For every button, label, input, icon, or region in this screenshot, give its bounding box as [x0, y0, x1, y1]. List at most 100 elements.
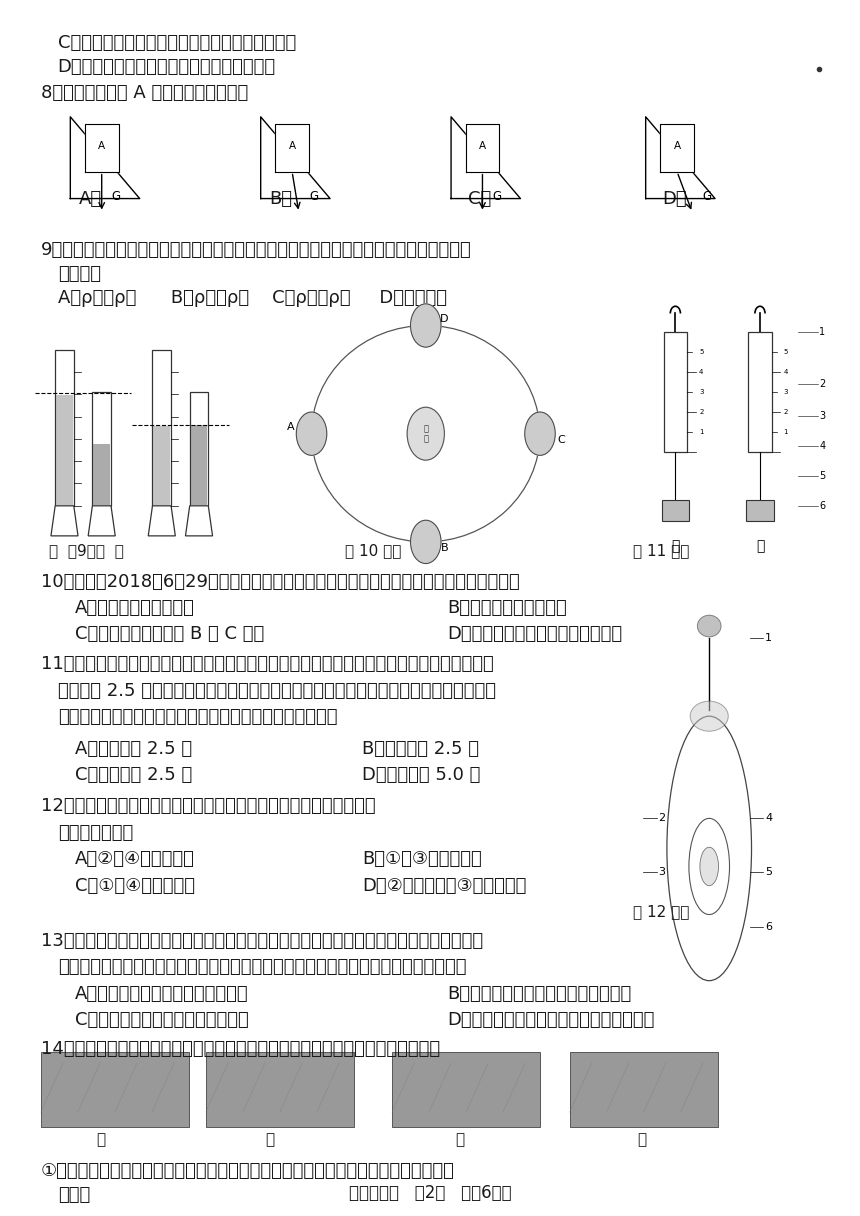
Text: A．ρ甲＜ρ乙      B．ρ甲＝ρ乙    C．ρ甲＞ρ乙     D．无法比较: A．ρ甲＜ρ乙 B．ρ甲＝ρ乙 C．ρ甲＞ρ乙 D．无法比较 [58, 289, 446, 306]
Text: C．刷脸机的镜头相当于一个平面镜: C．刷脸机的镜头相当于一个平面镜 [75, 1012, 249, 1029]
Text: 5: 5 [820, 471, 826, 480]
Text: C．①和④结合的过程: C．①和④结合的过程 [75, 877, 194, 895]
Text: 5: 5 [783, 349, 788, 355]
Text: 1: 1 [765, 634, 772, 643]
Text: C．一定小于 2.5 牛: C．一定小于 2.5 牛 [75, 766, 192, 784]
Ellipse shape [700, 848, 718, 885]
Polygon shape [275, 124, 309, 171]
Polygon shape [89, 506, 115, 536]
Text: 5: 5 [699, 349, 703, 355]
Text: 1: 1 [820, 327, 826, 337]
Text: 第 11 题图: 第 11 题图 [633, 542, 690, 558]
Bar [152, 349, 171, 506]
Text: 1: 1 [783, 429, 788, 434]
Text: 5: 5 [765, 867, 772, 878]
Text: 4: 4 [783, 368, 788, 375]
Text: A．: A． [79, 190, 102, 208]
Text: 小关系是: 小关系是 [58, 265, 101, 283]
Text: C．: C． [468, 190, 491, 208]
Text: 3: 3 [659, 867, 666, 878]
Text: C．月球上有氧气，宇宙员在月球上可以自由呼吸: C．月球上有氧气，宇宙员在月球上可以自由呼吸 [58, 34, 296, 52]
Bar [190, 392, 208, 506]
Text: 2: 2 [820, 379, 826, 389]
Circle shape [525, 412, 556, 455]
Text: A．刷脸机的镜头相当于一个凸透镜: A．刷脸机的镜头相当于一个凸透镜 [75, 985, 249, 1003]
Text: D．人脸通过刷脸机的镜头成的是放大的像: D．人脸通过刷脸机的镜头成的是放大的像 [447, 1012, 654, 1029]
Text: A．一定大于 2.5 牛: A．一定大于 2.5 牛 [75, 739, 192, 758]
Bar [55, 349, 74, 506]
Text: D．一定等于 5.0 牛: D．一定等于 5.0 牛 [362, 766, 481, 784]
Text: 丙: 丙 [456, 1132, 464, 1147]
Circle shape [410, 520, 441, 563]
Polygon shape [148, 506, 175, 536]
Text: 1: 1 [699, 429, 703, 434]
Bar [92, 392, 111, 506]
Text: 9．同一压强计的金属盒先后放入甲、乙两种液体中，现象如图所示。这两种液体的密度大: 9．同一压强计的金属盒先后放入甲、乙两种液体中，现象如图所示。这两种液体的密度大 [40, 241, 471, 259]
Text: 第 10 题图: 第 10 题图 [346, 542, 402, 558]
Text: G: G [112, 190, 121, 203]
Text: A: A [98, 141, 105, 151]
Text: 8．如图中，物体 A 所受重力的示意图是: 8．如图中，物体 A 所受重力的示意图是 [40, 84, 248, 102]
Text: A: A [288, 141, 296, 151]
Bar [56, 394, 73, 505]
Text: 2: 2 [659, 814, 666, 823]
Text: A: A [479, 141, 486, 151]
Text: 甲: 甲 [671, 540, 679, 553]
Text: D．太阳直射在赤道和南回归线之间: D．太阳直射在赤道和南回归线之间 [447, 625, 622, 643]
Text: 6: 6 [820, 501, 826, 511]
Text: D．月球是一个寂静无声的世界，昼夜温差大: D．月球是一个寂静无声的世界，昼夜温差大 [58, 58, 276, 77]
Circle shape [297, 412, 327, 455]
Text: D．②中的精子和③结合的过程: D．②中的精子和③结合的过程 [362, 877, 526, 895]
Text: 的叙述正确的是: 的叙述正确的是 [58, 823, 133, 841]
Text: D: D [440, 314, 449, 323]
Polygon shape [186, 506, 212, 536]
Bar [93, 444, 110, 505]
Text: 丁: 丁 [637, 1132, 647, 1147]
Text: 13．人脸识别系统被广泛地应用于考勤、门禁、监控等方面，它是通过将刷脸机镜头捕捉到: 13．人脸识别系统被广泛地应用于考勤、门禁、监控等方面，它是通过将刷脸机镜头捕捉… [40, 931, 483, 950]
Text: ①甲图中：速度滑冰运动员在水平冰道上向后蹬地，人就前进，说明物体间力的作用是: ①甲图中：速度滑冰运动员在水平冰道上向后蹬地，人就前进，说明物体间力的作用是 [40, 1161, 455, 1180]
Bar [191, 424, 207, 505]
Text: A．②和④结合的过程: A．②和④结合的过程 [75, 850, 194, 868]
Text: 乙: 乙 [265, 1132, 274, 1147]
Text: A．今天的月相是上弦月: A．今天的月相是上弦月 [75, 599, 194, 617]
Text: B: B [440, 544, 448, 553]
Text: 2: 2 [783, 409, 788, 415]
Text: A: A [286, 422, 294, 432]
Text: 太
阳: 太 阳 [423, 424, 428, 444]
Text: B．①和③结合的过程: B．①和③结合的过程 [362, 850, 482, 868]
Bar [664, 332, 687, 451]
Text: 甲: 甲 [95, 1132, 105, 1147]
Bar [569, 1052, 718, 1127]
Text: 2: 2 [699, 409, 703, 415]
Bar [748, 332, 771, 451]
Bar [153, 426, 170, 505]
Text: B．一定等于 2.5 牛: B．一定等于 2.5 牛 [362, 739, 479, 758]
Text: B．: B． [269, 190, 292, 208]
Text: A: A [673, 141, 680, 151]
Text: C: C [557, 435, 565, 445]
Ellipse shape [697, 615, 721, 637]
Text: 3: 3 [820, 411, 826, 421]
Text: 七年级科学   第2页   （共6页）: 七年级科学 第2页 （共6页） [348, 1184, 512, 1203]
Text: 11．某同学在实验时，将一物体挂在竖直悬挂的弹簧测力计的秤钩上，测出物体对弹簧测力计: 11．某同学在实验时，将一物体挂在竖直悬挂的弹簧测力计的秤钩上，测出物体对弹簧测… [40, 655, 494, 674]
Text: 乙: 乙 [756, 540, 765, 553]
Bar [392, 1052, 540, 1127]
Text: 3: 3 [699, 389, 703, 395]
Bar [662, 500, 689, 522]
Text: 6: 6 [765, 922, 772, 931]
Text: G: G [703, 190, 711, 203]
Text: 相互的: 相互的 [58, 1186, 90, 1204]
Text: B．人脸通过刷脸机的镜头成的是虚像: B．人脸通过刷脸机的镜头成的是虚像 [447, 985, 631, 1003]
Ellipse shape [691, 702, 728, 731]
Text: 的人脸信息，与系统中储存的人脸模板对比，进行人脸的识别。下列有关说法正确的是: 的人脸信息，与系统中储存的人脸模板对比，进行人脸的识别。下列有关说法正确的是 [58, 958, 466, 976]
Polygon shape [51, 506, 78, 536]
Text: 吊环上，如图乙所示，当物体静止时，弹簧测力计的示数是: 吊环上，如图乙所示，当物体静止时，弹簧测力计的示数是 [58, 709, 337, 726]
Text: 10．今天是2018年6月29日（农历五月十六），结合图示，下列与今天相关的说法正确的是: 10．今天是2018年6月29日（农历五月十六），结合图示，下列与今天相关的说法… [40, 573, 519, 591]
Text: 12．如图是绿色开花植物的传粉和受精示意图。下列有关其受精过程: 12．如图是绿色开花植物的传粉和受精示意图。下列有关其受精过程 [40, 798, 376, 816]
Polygon shape [465, 124, 500, 171]
Text: 4: 4 [820, 440, 826, 451]
Polygon shape [660, 124, 694, 171]
Text: 的拉力为 2.5 牛（如图甲），然后把弹簧测力计倒过来，又将同一物体挂在弹簧测力计的: 的拉力为 2.5 牛（如图甲），然后把弹簧测力计倒过来，又将同一物体挂在弹簧测力… [58, 682, 495, 700]
Text: G: G [493, 190, 501, 203]
Text: 甲  第9题图  乙: 甲 第9题图 乙 [49, 542, 124, 558]
